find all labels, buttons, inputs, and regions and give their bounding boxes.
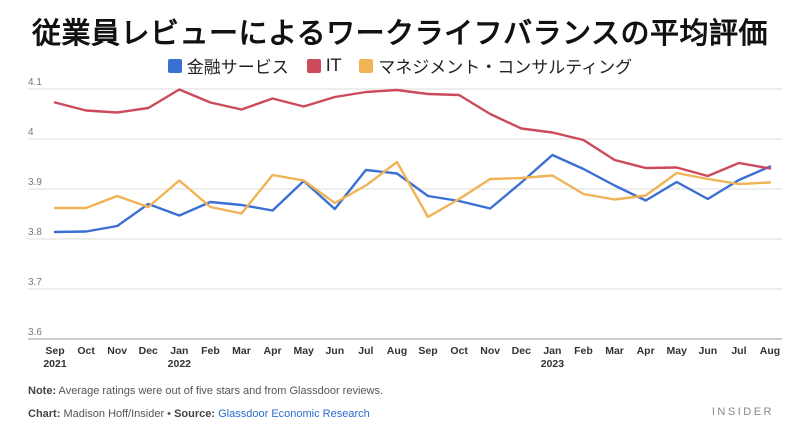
- credit-chart-text: Madison Hoff/Insider •: [60, 408, 175, 420]
- x-year-label: 2023: [541, 358, 565, 370]
- credit-source-label: Source:: [174, 408, 216, 420]
- x-tick-label: Sep: [45, 345, 64, 357]
- x-tick-label: Aug: [387, 345, 407, 357]
- x-tick-label: Jan: [543, 345, 561, 357]
- series-line-financial-services: [53, 153, 772, 234]
- x-tick-label: Aug: [760, 345, 780, 357]
- chart-credit: Chart: Madison Hoff/Insider • Source: Gl…: [28, 408, 370, 420]
- legend-swatch-it: [306, 58, 321, 73]
- x-tick-label: Jul: [358, 345, 373, 357]
- x-tick-label: May: [293, 345, 314, 357]
- x-tick-label: Oct: [450, 345, 468, 357]
- x-tick-label: Apr: [637, 345, 655, 357]
- x-tick-label: May: [667, 345, 688, 357]
- x-tick-label: Jun: [698, 345, 717, 357]
- series-line-it: [53, 88, 772, 178]
- x-tick-label: Dec: [139, 345, 158, 357]
- x-tick-label: Jan: [170, 345, 188, 357]
- credit-chart-label: Chart:: [28, 408, 61, 420]
- legend-item-financial-services: 金融サービス: [167, 53, 289, 78]
- x-tick-label: Dec: [512, 345, 531, 357]
- y-tick-label: 3.8: [28, 227, 42, 238]
- legend-item-it: IT: [306, 55, 342, 76]
- chart-legend: 金融サービス IT マネジメント・コンサルティング: [0, 53, 800, 78]
- x-tick-label: Nov: [480, 345, 500, 357]
- x-tick-label: Nov: [107, 345, 127, 357]
- x-tick-label: Mar: [605, 345, 624, 357]
- source-link[interactable]: Glassdoor Economic Research: [218, 408, 370, 420]
- legend-label-financial-services: 金融サービス: [186, 58, 289, 78]
- y-tick-label: 3.9: [28, 177, 42, 188]
- legend-label-it: IT: [325, 55, 342, 76]
- y-tick-label: 4: [28, 127, 34, 138]
- series-line-consulting: [53, 160, 772, 219]
- legend-swatch-financial-services: [167, 58, 182, 73]
- y-tick-label: 4.1: [28, 77, 42, 88]
- legend-swatch-consulting: [359, 58, 374, 73]
- insider-logo: INSIDER: [711, 406, 774, 418]
- x-tick-label: Jul: [731, 345, 746, 357]
- y-tick-label: 3.7: [28, 277, 42, 288]
- x-tick-label: Feb: [574, 345, 593, 357]
- legend-item-consulting: マネジメント・コンサルティング: [359, 53, 632, 78]
- x-year-label: 2021: [43, 358, 67, 370]
- x-tick-label: Feb: [201, 345, 220, 357]
- y-tick-label: 3.6: [28, 327, 42, 338]
- note-text: Average ratings were out of five stars a…: [56, 385, 383, 397]
- x-tick-label: Sep: [418, 345, 437, 357]
- chart-note: Note: Average ratings were out of five s…: [28, 385, 383, 397]
- x-year-label: 2022: [168, 358, 192, 370]
- x-tick-label: Mar: [232, 345, 251, 357]
- chart-title: 従業員レビューによるワークライフバランスの平均評価: [31, 16, 769, 50]
- x-tick-label: Oct: [77, 345, 95, 357]
- legend-label-consulting: マネジメント・コンサルティング: [378, 58, 633, 78]
- x-tick-label: Apr: [264, 345, 282, 357]
- note-label: Note:: [28, 385, 57, 397]
- x-tick-label: Jun: [325, 345, 344, 357]
